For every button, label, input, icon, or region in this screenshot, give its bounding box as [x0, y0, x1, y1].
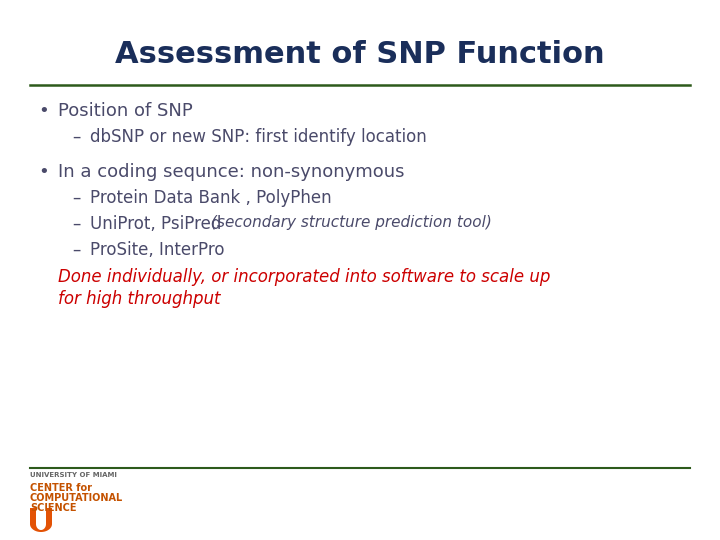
Bar: [46, 508, 52, 524]
Text: UniProt, PsiPred: UniProt, PsiPred: [90, 215, 227, 233]
Text: –: –: [72, 128, 81, 146]
Text: ProSite, InterPro: ProSite, InterPro: [90, 241, 225, 259]
Text: –: –: [72, 241, 81, 259]
Text: (secondary structure prediction tool): (secondary structure prediction tool): [211, 215, 492, 230]
Text: CENTER for: CENTER for: [30, 483, 92, 493]
Text: •: •: [38, 102, 49, 120]
Text: dbSNP or new SNP: first identify location: dbSNP or new SNP: first identify locatio…: [90, 128, 427, 146]
Text: Protein Data Bank , PolyPhen: Protein Data Bank , PolyPhen: [90, 189, 332, 207]
Text: UNIVERSITY OF MIAMI: UNIVERSITY OF MIAMI: [30, 472, 117, 478]
Text: •: •: [38, 163, 49, 181]
Text: Assessment of SNP Function: Assessment of SNP Function: [115, 40, 605, 69]
Polygon shape: [36, 524, 46, 530]
Text: COMPUTATIONAL: COMPUTATIONAL: [30, 493, 123, 503]
Text: In a coding sequnce: non-synonymous: In a coding sequnce: non-synonymous: [58, 163, 405, 181]
Text: Done individually, or incorporated into software to scale up: Done individually, or incorporated into …: [58, 268, 550, 286]
Polygon shape: [30, 524, 52, 532]
Text: for high throughput: for high throughput: [58, 290, 220, 308]
Bar: [30, 508, 36, 524]
Text: SCIENCE: SCIENCE: [30, 503, 76, 513]
Text: –: –: [72, 189, 81, 207]
Text: Position of SNP: Position of SNP: [58, 102, 193, 120]
Text: –: –: [72, 215, 81, 233]
